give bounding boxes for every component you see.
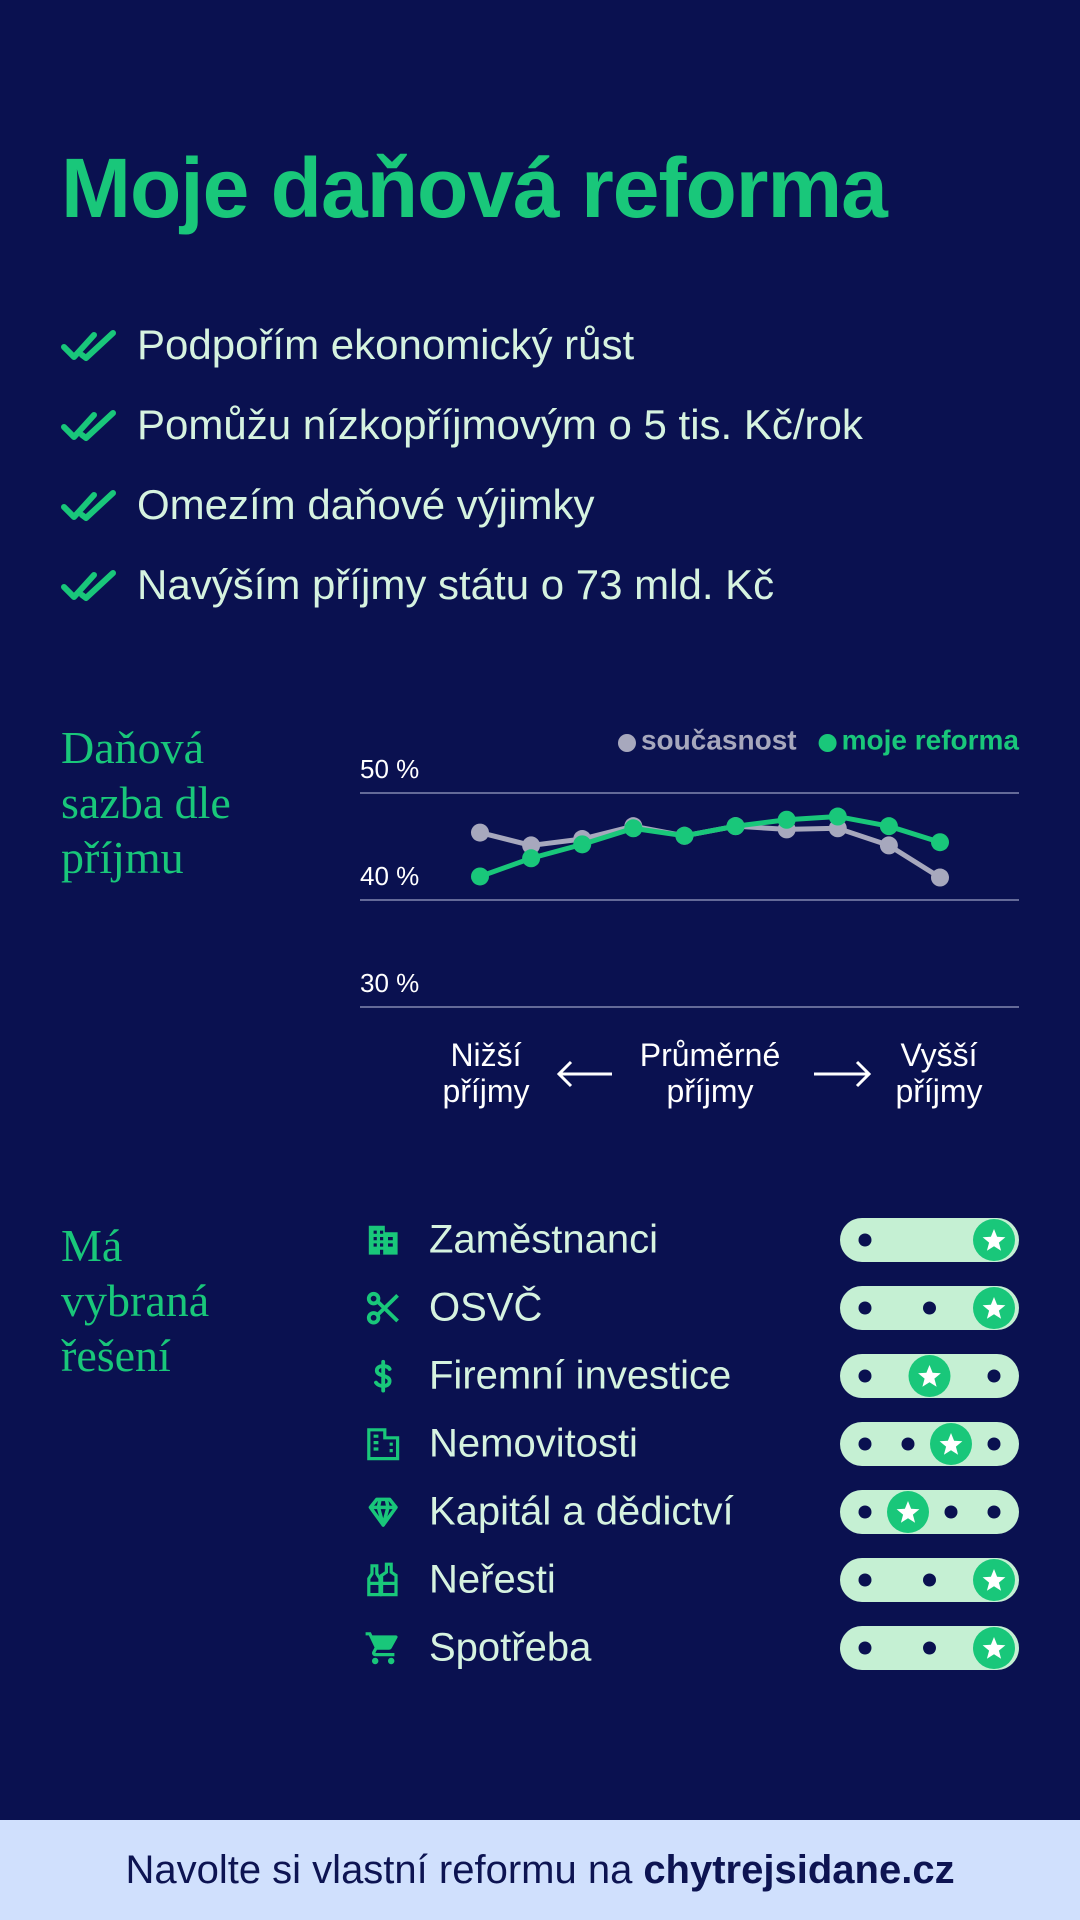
rating-label: Nemovitosti: [429, 1422, 638, 1466]
point: [522, 836, 541, 855]
rating-dot: [987, 1505, 1001, 1519]
rating-label: OSVČ: [429, 1285, 542, 1330]
rating-label: Zaměstnanci: [429, 1218, 658, 1262]
icon: [374, 1359, 392, 1393]
rating-dot: [858, 1641, 872, 1655]
rating-dot: [858, 1369, 872, 1383]
point: [726, 817, 745, 836]
rating-label: Firemní investice: [429, 1354, 731, 1398]
legend-label: současnost: [641, 724, 797, 755]
bullet-text: Podpořím ekonomický růst: [137, 321, 635, 368]
x-annotation: Vyšší příjmy: [895, 1037, 983, 1109]
star: [982, 1637, 1006, 1659]
arrow-head: [855, 1060, 872, 1088]
star: [982, 1229, 1006, 1251]
rating-dot: [901, 1437, 915, 1451]
rating-star: [973, 1219, 1015, 1261]
rating-dot: [944, 1505, 958, 1519]
rating-dot: [987, 1437, 1001, 1451]
rating-star: [887, 1491, 929, 1533]
point: [931, 868, 949, 887]
point: [471, 867, 489, 886]
bullet-text: Navýším příjmy státu o 73 mld. Kč: [137, 561, 775, 608]
footer-text: Navolte si vlastní reformu na: [125, 1847, 633, 1892]
y-tick-label: 40 %: [360, 861, 419, 891]
star: [982, 1297, 1006, 1319]
check-icon: [61, 410, 116, 441]
star: [896, 1501, 920, 1523]
icon: [368, 1225, 398, 1255]
check-icon: [61, 330, 116, 361]
rating-dot: [858, 1233, 872, 1247]
rating-label: Spotřeba: [429, 1626, 592, 1670]
icon: [366, 1291, 399, 1325]
rating-star: [930, 1423, 972, 1465]
bullet-text: Pomůžu nízkopříjmovým o 5 tis. Kč/rok: [137, 401, 863, 448]
icon: [365, 1632, 398, 1665]
point: [931, 833, 949, 852]
bullet: Omezím daňové výjimky: [61, 475, 594, 535]
series-line: [479, 814, 941, 879]
point: [471, 823, 489, 842]
rating-label: Neřesti: [429, 1558, 556, 1602]
rating-star: [973, 1287, 1015, 1329]
section-title: Má vybraná řešení: [61, 1220, 210, 1381]
page-title: Moje daňová reforma: [61, 141, 888, 235]
star: [982, 1569, 1006, 1591]
legend-swatch: [617, 734, 636, 752]
point: [573, 835, 592, 854]
star: [939, 1433, 963, 1455]
point: [675, 826, 694, 845]
point: [879, 817, 898, 836]
bullet: Navýším příjmy státu o 73 mld. Kč: [61, 555, 774, 615]
x-annotation: Průměrné příjmy: [639, 1037, 781, 1109]
bullet: Pomůžu nízkopříjmovým o 5 tis. Kč/rok: [61, 395, 863, 455]
chart-title: Daňová sazba dle příjmu: [61, 722, 231, 883]
x-annotation: Nižší příjmy: [442, 1037, 530, 1109]
bullet: Podpořím ekonomický růst: [61, 315, 634, 375]
rating-label: Kapitál a dědictví: [429, 1490, 734, 1534]
footer-link[interactable]: chytrejsidane.cz: [643, 1847, 955, 1892]
point: [522, 849, 541, 868]
check-icon: [61, 570, 116, 601]
rating-star: [973, 1627, 1015, 1669]
point: [624, 819, 643, 838]
rating-dot: [923, 1641, 936, 1655]
rating-pill: [840, 1422, 1019, 1466]
y-tick-label: 50 %: [360, 754, 419, 784]
legend-label: moje reforma: [842, 724, 1020, 755]
icon: [367, 1428, 400, 1461]
point: [828, 807, 847, 826]
rating-star: [908, 1355, 951, 1397]
rating-dot: [923, 1573, 936, 1587]
icon: [368, 1497, 398, 1527]
point: [777, 810, 796, 829]
check-icon: [61, 490, 116, 521]
y-tick-label: 30 %: [360, 968, 419, 998]
icon: [367, 1562, 398, 1597]
star: [918, 1365, 941, 1387]
rating-pill: [840, 1218, 1019, 1262]
bullet-text: Omezím daňové výjimky: [137, 481, 595, 528]
rating-star: [973, 1559, 1015, 1601]
rating-dot: [858, 1505, 872, 1519]
rating-dot: [858, 1301, 872, 1315]
point: [879, 836, 898, 855]
rating-dot: [858, 1573, 872, 1587]
rating-pill: [840, 1490, 1019, 1534]
rating-dot: [858, 1437, 872, 1451]
rating-dot: [923, 1301, 936, 1315]
legend-swatch: [818, 734, 837, 752]
arrow-head: [556, 1060, 573, 1088]
footer: Navolte si vlastní reformu na chytrejsid…: [0, 1820, 1080, 1920]
rating-dot: [987, 1369, 1001, 1383]
